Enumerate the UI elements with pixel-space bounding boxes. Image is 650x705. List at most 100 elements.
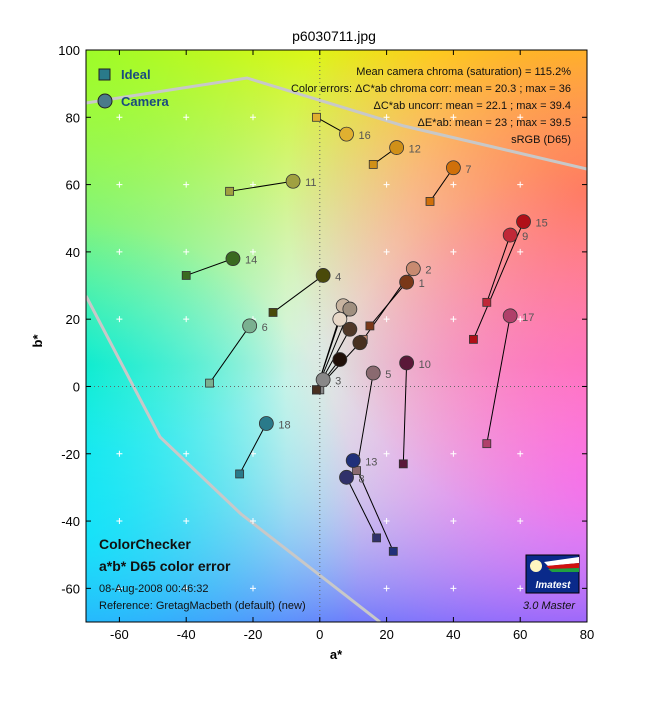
y-axis-label: b* (30, 334, 45, 348)
x-axis-label: a* (330, 647, 343, 662)
plot-tint-cyan (86, 50, 587, 622)
patch-label: 11 (305, 177, 316, 189)
grid-mark (450, 450, 457, 457)
error-connector (239, 423, 267, 475)
patch-label: 8 (359, 473, 365, 485)
x-tick-label: 0 (316, 627, 323, 642)
legend-ideal-swatch (98, 68, 111, 81)
grid-mark (450, 518, 457, 525)
camera-marker (405, 261, 421, 277)
footer-date: 08-Aug-2008 00:46:32 (99, 583, 208, 595)
ideal-marker (268, 308, 278, 317)
x-tick-label: 60 (513, 627, 527, 642)
x-tick-label: 80 (580, 627, 594, 642)
patch-label: 3 (335, 376, 341, 388)
grid-mark (450, 114, 457, 121)
grid-mark (116, 518, 123, 525)
camera-marker (502, 227, 518, 243)
grid-mark (383, 316, 390, 323)
ideal-marker (482, 439, 492, 449)
patch-label: 10 (419, 359, 431, 371)
camera-marker (332, 352, 348, 367)
ideal-marker (425, 197, 435, 206)
footer-subtitle: a*b* D65 color error (99, 558, 231, 574)
grid-mark (250, 518, 256, 525)
grid-mark (250, 181, 256, 188)
y-tick-label: -60 (61, 581, 80, 596)
camera-marker (315, 268, 331, 283)
grid-mark (517, 248, 524, 255)
grid-mark (517, 181, 524, 188)
legend: Ideal Camera (97, 67, 169, 109)
ideal-marker (181, 271, 191, 280)
grid-mark (450, 181, 457, 188)
srgb-gamut-boundary-top (86, 76, 587, 171)
camera-marker (342, 301, 358, 317)
grid-mark (183, 518, 190, 525)
ideal-marker (469, 334, 478, 344)
grid-mark (450, 248, 457, 255)
camera-marker (399, 274, 415, 290)
grid-mark (183, 450, 190, 457)
patch-label: 4 (335, 271, 341, 283)
grid-mark (116, 114, 123, 121)
grid-mark (250, 585, 256, 592)
grid-mark (183, 585, 190, 592)
error-connector (352, 460, 394, 552)
ideal-marker (368, 159, 378, 169)
x-axis: -60 -40 -20 0 20 40 60 80 (110, 50, 594, 642)
ideal-marker (205, 378, 214, 388)
camera-marker (399, 355, 415, 371)
error-connector (356, 372, 374, 471)
stat-chroma: Mean camera chroma (saturation) = 115.2% (356, 66, 571, 78)
grid-mark (517, 114, 524, 121)
grid-mark (517, 316, 524, 323)
camera-marker (339, 126, 354, 142)
grid-mark (383, 585, 390, 592)
grid-mark (517, 585, 524, 592)
camera-marker (345, 453, 361, 468)
y-tick-label: 100 (58, 43, 80, 58)
camera-marker (365, 365, 381, 381)
x-tick-label: 20 (379, 627, 393, 642)
ideal-marker (372, 533, 381, 543)
y-tick-label: 20 (66, 312, 80, 327)
patch-label: 9 (522, 231, 528, 243)
error-connector (486, 315, 511, 444)
camera-marker (339, 469, 354, 485)
ideal-marker (312, 385, 321, 395)
patch-label: 16 (359, 130, 371, 142)
stats-block: Mean camera chroma (saturation) = 115.2%… (291, 66, 571, 146)
patch-label: 17 (522, 312, 534, 324)
grid-mark (183, 114, 190, 121)
ideal-markers (181, 112, 492, 556)
camera-marker (352, 335, 368, 351)
grid-mark (383, 248, 390, 255)
grid-mark (116, 585, 123, 592)
camera-marker (516, 214, 531, 230)
camera-marker (315, 372, 331, 388)
grid-mark (116, 316, 123, 323)
error-connector (486, 234, 511, 303)
patch-label: 14 (245, 255, 257, 267)
patch-label: 2 (425, 265, 431, 277)
grid-mark (250, 248, 256, 255)
grid-mark (450, 585, 457, 592)
camera-markers (225, 126, 531, 485)
error-connector (186, 258, 234, 276)
patch-label: 7 (465, 164, 471, 176)
imatest-logo: Imatest (525, 554, 580, 594)
camera-marker (342, 321, 358, 337)
x-tick-label: -20 (244, 627, 263, 642)
x-tick-label: 40 (446, 627, 460, 642)
stat-colorspace: sRGB (D65) (511, 134, 571, 146)
y-axis: -60 -40 -20 0 20 40 60 80 100 (58, 43, 587, 596)
stat-delta-e: ΔE*ab: mean = 23 ; max = 39.5 (418, 117, 572, 129)
grid-mark (250, 114, 256, 121)
x-tick-label: -60 (110, 627, 129, 642)
stat-chroma-corr: Color errors: ΔC*ab chroma corr: mean = … (291, 83, 571, 95)
footer-title: ColorChecker (99, 536, 191, 552)
